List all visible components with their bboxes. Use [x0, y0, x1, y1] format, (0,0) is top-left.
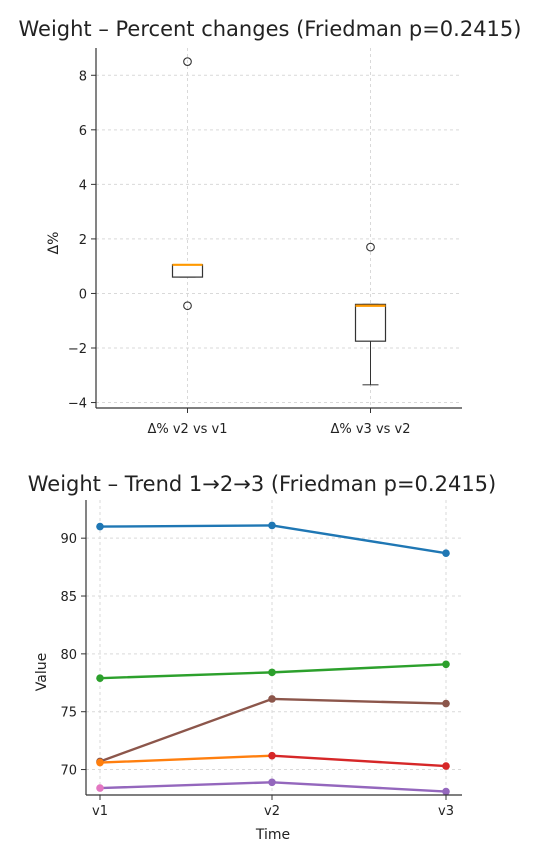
y-tick-label: 4 [79, 178, 87, 193]
series-segment [98, 524, 274, 528]
x-tick-label: Δ% v2 vs v1 [147, 422, 227, 437]
y-tick-label: 75 [60, 706, 77, 721]
y-tick-label: 2 [79, 233, 87, 248]
line-chart: Weight – Trend 1→2→3 (Friedman p=0.2415)… [28, 472, 496, 843]
series-point [96, 674, 104, 682]
series-point [96, 784, 104, 792]
box-1 [171, 57, 204, 311]
series-4 [96, 751, 450, 770]
y-tick-label: 80 [60, 648, 77, 663]
series-5 [96, 778, 450, 796]
series-point [268, 751, 276, 760]
x-tick-label: v2 [264, 804, 280, 819]
box-chart-axes: −4 −2 0 2 4 6 8 Δ% v2 vs v1 Δ% v3 vs v2 [68, 48, 462, 437]
series-segment [98, 671, 274, 680]
series-point [442, 660, 450, 669]
series-segment [98, 697, 274, 763]
series-segment [98, 781, 274, 790]
series-point [442, 699, 450, 708]
series-segment [270, 781, 448, 793]
y-tick-label: 8 [79, 69, 87, 84]
series-point [442, 787, 450, 796]
series-point [442, 549, 450, 558]
series-point [96, 758, 104, 767]
box-chart-y-axis-label: Δ% [46, 232, 62, 255]
line-chart-y-axis-label: Value [34, 653, 50, 691]
outlier-point [183, 57, 192, 66]
box-chart: Weight – Percent changes (Friedman p=0.2… [19, 17, 522, 437]
series-1 [96, 521, 450, 558]
box-iqr [354, 303, 387, 342]
series-segment [270, 524, 448, 555]
series-segment [270, 754, 448, 768]
series-point [268, 521, 276, 530]
box-chart-title: Weight – Percent changes (Friedman p=0.2… [19, 17, 522, 41]
series-segment [270, 663, 448, 674]
line-chart-series [96, 521, 450, 796]
x-tick-label: v3 [438, 804, 454, 819]
line-chart-x-axis-label: Time [255, 827, 290, 843]
y-tick-label: 70 [60, 764, 77, 779]
series-segment [270, 697, 448, 705]
y-tick-label: 85 [60, 590, 77, 605]
x-tick-label: Δ% v3 vs v2 [330, 422, 410, 437]
series-point [442, 762, 450, 770]
box-iqr [171, 264, 204, 278]
outlier-point [366, 242, 375, 252]
series-point [96, 522, 104, 531]
box-2 [354, 242, 387, 386]
outlier-point [183, 301, 192, 311]
box-chart-grid [96, 48, 462, 408]
line-chart-grid [86, 500, 462, 795]
series-2 [96, 660, 450, 682]
y-tick-label: −4 [68, 397, 87, 412]
y-tick-label: 0 [79, 287, 87, 302]
series-point [268, 695, 276, 703]
box-chart-boxes [171, 57, 387, 386]
y-tick-label: 6 [79, 124, 87, 139]
series-point [268, 668, 276, 677]
series-segment [98, 754, 274, 764]
line-chart-title: Weight – Trend 1→2→3 (Friedman p=0.2415) [28, 472, 496, 496]
line-chart-axes: 70 75 80 85 90 v1 v2 v3 [60, 500, 462, 819]
y-tick-label: −2 [68, 342, 87, 357]
x-tick-label: v1 [92, 804, 108, 819]
series-point [268, 778, 276, 787]
y-tick-label: 90 [60, 532, 77, 547]
